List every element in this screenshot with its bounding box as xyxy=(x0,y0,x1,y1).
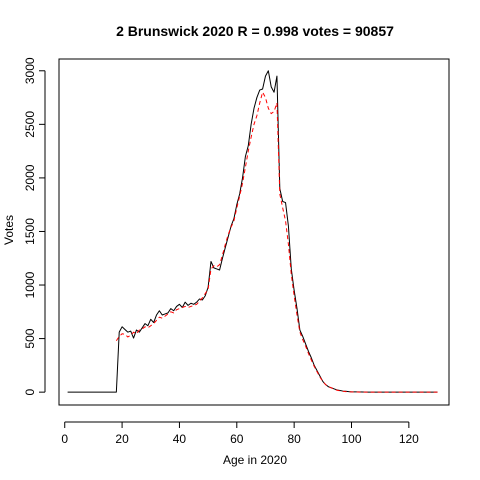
x-axis-label: Age in 2020 xyxy=(223,453,287,467)
x-tick-label: 80 xyxy=(287,432,301,446)
series-line-dashed xyxy=(115,91,438,393)
series-line-solid xyxy=(67,70,438,393)
x-axis: 0 20 40 60 80 100 120 xyxy=(61,421,419,446)
chart-title: 2 Brunswick 2020 R = 0.998 votes = 90857 xyxy=(116,23,394,39)
y-tick-label: 0 xyxy=(23,388,37,395)
y-tick-label: 2000 xyxy=(23,164,37,191)
plot-frame xyxy=(58,58,450,406)
x-tick-label: 120 xyxy=(399,432,419,446)
x-tick-label: 40 xyxy=(173,432,187,446)
y-tick-label: 500 xyxy=(23,328,37,348)
x-tick-label: 60 xyxy=(230,432,244,446)
y-axis-label: Votes xyxy=(2,215,16,245)
y-tick-label: 3000 xyxy=(23,57,37,84)
x-tick-label: 100 xyxy=(341,432,361,446)
y-tick-label: 1000 xyxy=(23,271,37,298)
x-tick-label: 0 xyxy=(61,432,68,446)
y-tick-label: 2500 xyxy=(23,111,37,138)
y-axis: 0 500 1000 1500 2000 2500 3000 xyxy=(23,57,46,395)
series-layer xyxy=(67,70,438,393)
x-tick-label: 20 xyxy=(115,432,129,446)
y-tick-label: 1500 xyxy=(23,218,37,245)
